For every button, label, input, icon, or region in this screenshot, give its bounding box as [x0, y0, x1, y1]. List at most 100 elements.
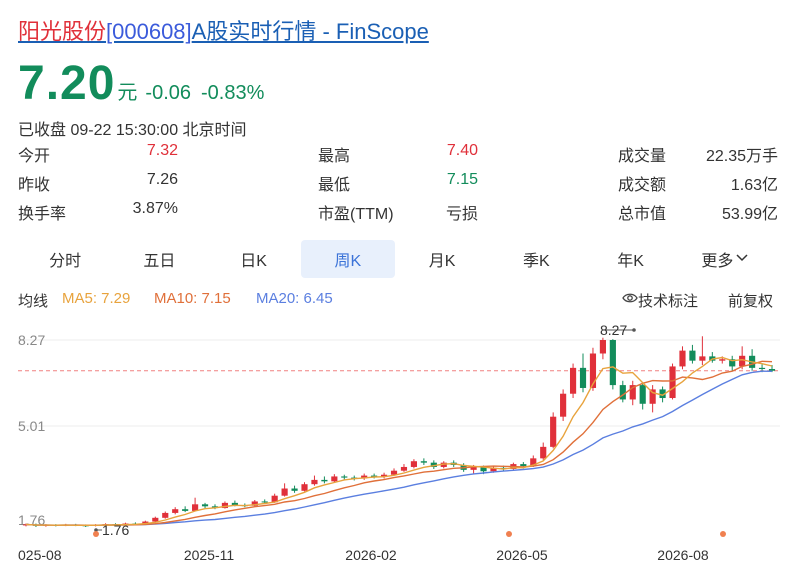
stat-label: 成交量 [618, 148, 667, 165]
stat-value: 7.32 [146, 142, 178, 159]
candle-body [152, 517, 159, 522]
candle-body [420, 461, 427, 463]
candle-body [361, 475, 368, 479]
tab-label: 更多 [701, 253, 734, 270]
tab-weekly-k[interactable]: 周K [300, 240, 395, 278]
candle-body [380, 474, 388, 478]
stat-label: 昨收 [18, 177, 51, 194]
candle-body [629, 385, 636, 400]
candle-body [768, 369, 776, 371]
tab-label: 周K [334, 253, 362, 270]
candle-body [162, 512, 169, 518]
candle-body [569, 367, 577, 394]
stat-label: 最低 [318, 177, 351, 194]
period-tabs: 分时 五日 日K 周K 月K 季K 年K 更多 [18, 240, 780, 278]
candle-body [231, 502, 238, 506]
low-marker-label: 1.76 [102, 522, 129, 538]
tab-label: 季K [523, 253, 550, 270]
stat-value: 3.87% [132, 200, 178, 217]
candle-body [589, 353, 597, 388]
tab-daily-k[interactable]: 日K [207, 240, 301, 278]
tab-yearly-k[interactable]: 年K [584, 240, 678, 278]
current-price: 7.20 [18, 57, 116, 110]
event-dot [720, 531, 726, 537]
market-status: 已收盘 09-22 15:30:00 北京时间 [18, 122, 247, 139]
stat-label: 成交额 [618, 177, 667, 194]
kline-chart[interactable]: 8.27 5.01 1.76 8.27 1.76 025-08 2025-11 2026-02… [0, 318, 800, 586]
high-marker-dot [632, 328, 636, 332]
x-tick-label: 2026-08 [657, 547, 709, 563]
title-suffix: A股实时行情 - FinScope [191, 19, 429, 44]
price-adjust-button[interactable]: 前复权 [728, 293, 774, 310]
stat-label: 最高 [318, 148, 351, 165]
candle-body [550, 416, 557, 447]
candle-body [540, 446, 547, 459]
tab-monthly-k[interactable]: 月K [395, 240, 489, 278]
candle-body [639, 385, 646, 404]
candle-body [172, 509, 179, 513]
candle-body [579, 367, 587, 388]
tab-label: 月K [428, 253, 456, 270]
tab-more[interactable]: 更多 [678, 240, 772, 278]
tab-five-day[interactable]: 五日 [112, 240, 206, 278]
stat-value: 7.15 [446, 171, 478, 188]
stock-name: 阳光股份 [18, 19, 107, 44]
tab-intraday[interactable]: 分时 [18, 240, 112, 278]
tab-label: 日K [240, 253, 267, 270]
candle-body [719, 359, 726, 361]
stat-value: 22.35万手 [705, 148, 778, 165]
candle-body [619, 385, 626, 400]
candle-body [679, 350, 686, 367]
candle-body [221, 502, 229, 509]
ma5-value: MA5: 7.29 [62, 290, 131, 307]
stats-row: 昨收 7.26 最低 7.15 成交额 1.63亿 [18, 171, 780, 200]
x-tick-label: 2025-11 [184, 547, 235, 563]
y-tick-label: 8.27 [18, 332, 45, 348]
ma-label: 均线 [18, 293, 49, 310]
tech-annotation-button[interactable]: 技术标注 [622, 290, 698, 310]
stats-row: 换手率 3.87% 市盈(TTM) 亏损 总市值 53.99亿 [18, 200, 780, 229]
x-tick-label: 025-08 [18, 547, 62, 563]
ma5-line [25, 356, 773, 526]
candle-body [490, 467, 497, 472]
candle-body [530, 458, 537, 467]
candle-body [430, 462, 437, 467]
candle-body [649, 389, 656, 404]
stat-value: 7.40 [446, 142, 478, 159]
candle-body [609, 340, 616, 386]
stat-label: 总市值 [618, 206, 667, 223]
candle-body [659, 389, 666, 399]
stat-value: 7.26 [146, 171, 178, 188]
candle-body [331, 476, 338, 482]
candle-body [689, 350, 696, 361]
tab-label: 分时 [49, 253, 82, 270]
candle-body [291, 488, 298, 491]
ma10-value: MA10: 7.15 [154, 290, 231, 307]
candle-body [271, 495, 278, 503]
tab-label: 年K [617, 253, 644, 270]
candle-body [390, 470, 398, 475]
candle-body [201, 504, 209, 507]
candle-body [470, 466, 477, 470]
candle-body [321, 479, 328, 482]
tab-quarterly-k[interactable]: 季K [489, 240, 583, 278]
price-change-percent: -0.83% [201, 82, 265, 104]
candle-body [261, 501, 268, 503]
stat-value: 53.99亿 [721, 206, 778, 223]
page-title-link[interactable]: 阳光股份[000608]A股实时行情 - FinScope [18, 14, 429, 46]
y-tick-label: 1.76 [18, 512, 45, 528]
stats-row: 今开 7.32 最高 7.40 成交量 22.35万手 [18, 142, 780, 171]
stat-value: 1.63亿 [730, 177, 778, 194]
stat-label: 市盈(TTM) [318, 206, 394, 223]
chevron-down-icon [736, 253, 748, 265]
event-dot [93, 531, 99, 537]
candle-body [669, 366, 676, 399]
candle-body [301, 484, 308, 491]
price-change: -0.06 [145, 82, 192, 104]
ma20-value: MA20: 6.45 [256, 290, 333, 307]
candle-body [410, 461, 418, 467]
candle-body [480, 466, 487, 472]
quote-row: 7.20 元 -0.06 -0.83% [18, 56, 264, 111]
candle-body [699, 356, 706, 361]
candle-body [758, 367, 766, 370]
